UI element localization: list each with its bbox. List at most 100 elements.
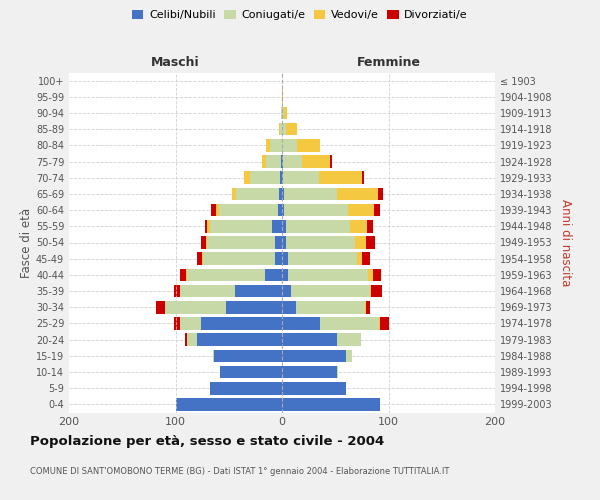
Bar <box>337 334 361 346</box>
Bar <box>362 252 370 265</box>
Bar <box>175 285 180 298</box>
Bar <box>296 301 365 314</box>
Bar <box>272 220 282 232</box>
Bar <box>187 268 265 281</box>
Bar <box>282 366 337 378</box>
Bar <box>286 220 350 232</box>
Bar <box>378 188 383 200</box>
Bar <box>262 155 266 168</box>
Bar <box>373 268 381 281</box>
Bar <box>282 285 290 298</box>
Bar <box>362 172 364 184</box>
Bar <box>197 334 282 346</box>
Bar <box>282 172 283 184</box>
Bar <box>235 285 282 298</box>
Bar <box>282 106 284 120</box>
Bar <box>282 90 283 103</box>
Bar <box>165 301 226 314</box>
Bar <box>368 268 373 281</box>
Bar <box>282 155 283 168</box>
Bar <box>279 188 282 200</box>
Bar <box>282 252 289 265</box>
Bar <box>180 285 235 298</box>
Bar <box>283 155 302 168</box>
Bar <box>226 301 282 314</box>
Bar <box>365 301 366 314</box>
Bar <box>337 366 338 378</box>
Bar <box>176 398 282 410</box>
Bar <box>266 155 281 168</box>
Bar <box>302 155 330 168</box>
Bar <box>346 350 352 362</box>
Text: Maschi: Maschi <box>151 56 200 70</box>
Text: Femmine: Femmine <box>356 56 421 70</box>
Bar <box>157 301 165 314</box>
Bar <box>250 172 280 184</box>
Bar <box>280 123 282 136</box>
Bar <box>282 188 284 200</box>
Bar <box>197 252 202 265</box>
Text: COMUNE DI SANT'OMOBONO TERME (BG) - Dati ISTAT 1° gennaio 2004 - Elaborazione TU: COMUNE DI SANT'OMOBONO TERME (BG) - Dati… <box>30 468 449 476</box>
Bar <box>275 236 282 249</box>
Bar <box>282 204 284 216</box>
Bar <box>356 252 362 265</box>
Bar <box>232 188 236 200</box>
Text: Popolazione per età, sesso e stato civile - 2004: Popolazione per età, sesso e stato civil… <box>30 435 384 448</box>
Bar <box>216 204 219 216</box>
Bar <box>186 268 187 281</box>
Legend: Celibi/Nubili, Coniugati/e, Vedovi/e, Divorziati/e: Celibi/Nubili, Coniugati/e, Vedovi/e, Di… <box>128 6 472 25</box>
Bar <box>206 236 208 249</box>
Bar <box>282 317 320 330</box>
Bar <box>380 317 389 330</box>
Bar <box>284 106 287 120</box>
Bar <box>220 366 282 378</box>
Bar <box>209 382 282 394</box>
Bar <box>284 204 348 216</box>
Bar <box>366 236 374 249</box>
Bar <box>289 268 368 281</box>
Bar <box>371 285 382 298</box>
Y-axis label: Fasce di età: Fasce di età <box>20 208 33 278</box>
Bar <box>202 252 203 265</box>
Bar <box>201 317 282 330</box>
Bar <box>281 155 282 168</box>
Bar <box>350 220 367 232</box>
Bar <box>289 252 356 265</box>
Bar <box>280 172 282 184</box>
Bar <box>282 123 286 136</box>
Bar <box>337 188 378 200</box>
Bar <box>208 236 275 249</box>
Bar <box>282 350 346 362</box>
Bar <box>244 172 250 184</box>
Bar <box>282 398 380 410</box>
Bar <box>282 382 346 394</box>
Bar <box>286 123 297 136</box>
Bar <box>297 139 320 151</box>
Bar <box>213 350 214 362</box>
Bar <box>201 236 206 249</box>
Bar <box>367 220 373 232</box>
Bar <box>286 236 355 249</box>
Bar <box>175 317 180 330</box>
Bar <box>211 204 216 216</box>
Bar <box>348 204 374 216</box>
Bar <box>281 106 282 120</box>
Bar <box>320 317 379 330</box>
Bar <box>282 139 297 151</box>
Bar <box>208 220 209 232</box>
Bar <box>275 252 282 265</box>
Bar <box>282 334 337 346</box>
Bar <box>284 188 337 200</box>
Bar <box>278 204 282 216</box>
Bar <box>219 204 278 216</box>
Bar <box>370 285 371 298</box>
Bar <box>330 155 332 168</box>
Bar <box>185 334 187 346</box>
Bar <box>265 268 282 281</box>
Bar <box>290 285 370 298</box>
Bar <box>236 188 279 200</box>
Bar <box>279 123 280 136</box>
Bar <box>355 236 366 249</box>
Bar <box>270 139 282 151</box>
Bar <box>283 172 319 184</box>
